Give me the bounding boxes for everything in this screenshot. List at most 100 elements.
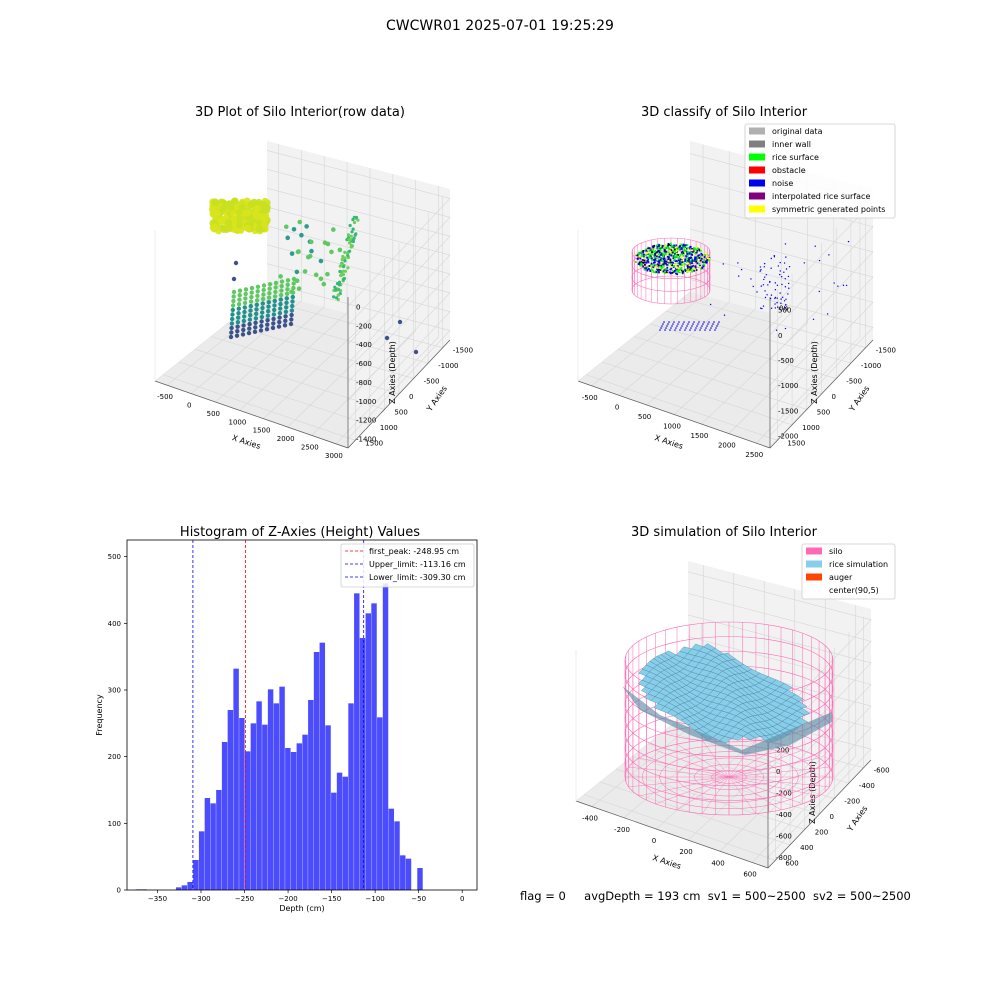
rice-point [213,209,221,217]
classified-point [653,256,656,259]
wall-point [247,326,252,331]
x-tick-label: 1000 [663,423,681,431]
noise-point [766,294,768,296]
wall-point [229,330,234,335]
rice-surface-patch [794,717,809,725]
wall-point [259,323,264,329]
histogram-bar [279,686,285,890]
legend-swatch [806,560,822,568]
classified-point [671,255,674,257]
classified-point [672,249,675,252]
classified-point [660,259,663,262]
noise-point [697,323,699,325]
noise-point [788,287,790,289]
classified-point [663,257,666,260]
classified-point [669,259,672,262]
classified-point [688,258,690,261]
wall-point-right [339,273,343,278]
wall-point-right [354,232,358,236]
wall-point-right [356,218,360,222]
legend-label: silo [829,547,843,556]
rice-point [261,206,269,214]
classified-point [645,248,648,251]
wall-point [267,286,272,291]
outlier-point [384,335,390,341]
grid-z [266,150,451,307]
figure-suptitle: CWCWR01 2025-07-01 19:25:29 [386,18,614,34]
z-tick-label: -800 [776,854,792,862]
grid-floor-y [178,361,370,426]
wall-point [290,303,295,309]
wall-point [260,305,265,311]
classified-point [698,254,701,257]
grid-floor-y [615,768,805,830]
noise-point [714,329,716,331]
rice-point [244,224,252,232]
wall-point-right [348,223,352,228]
classified-point [675,250,678,253]
noise-point [774,288,777,291]
histogram-bar [331,792,337,890]
rice-point [211,225,219,233]
classified-point [704,261,707,264]
classified-point [682,245,684,247]
classified-point [669,250,672,253]
noise-point [776,302,778,304]
chart2-title: 3D classify of Silo Interior [641,105,808,120]
classified-point [680,243,683,246]
legend-frame [340,543,475,588]
wall-point [273,285,278,290]
rice-point [217,217,225,225]
silo-floor-spoke [701,776,730,814]
classified-point [683,248,686,251]
classified-point [695,269,698,271]
classified-point [702,257,704,260]
classified-point [680,247,683,249]
histogram-bar [302,734,308,890]
classified-point [670,261,673,264]
noise-point [698,321,700,323]
classified-point [648,253,650,256]
y-tick-label: 300 [108,687,121,695]
silo-floor-spoke [728,776,757,814]
noise-point [752,285,754,288]
wall-point-right [345,251,350,255]
silo-floor-spoke [728,776,782,811]
noise-point [774,297,776,300]
scatter-point [307,253,313,259]
x-axis-line [154,380,349,449]
silo-floor-spoke [676,776,730,811]
wall-point [248,303,253,309]
classified-point [676,255,678,258]
classified-point [672,246,675,249]
noise-point [717,323,719,325]
scatter-point [304,224,309,229]
classified-point [667,256,670,258]
y-axis-label: Y Axies [847,384,872,414]
scatter-point [289,289,294,295]
classified-point [673,256,676,259]
classified-point [684,260,687,262]
grid-floor-y [601,361,793,426]
y-tick-label: -600 [874,767,890,775]
classified-point [671,271,674,274]
classified-point [682,257,685,260]
histogram-bar [193,860,199,890]
y-axis-label: Y Axies [845,804,870,834]
wall-point [235,329,240,334]
classified-point [649,270,652,272]
classified-point [638,255,641,258]
classified-point [697,255,700,257]
x-tick-label: 1500 [691,432,709,440]
wall-point [266,295,272,300]
z-tick-label: 0 [778,332,782,340]
legend-swatch [749,179,765,187]
noise-point [837,285,839,287]
wall-point [284,291,290,296]
footer-status: flag = 0 avgDepth = 193 cm sv1 = 500~250… [520,889,911,903]
classified-point [689,251,692,254]
noise-point [775,329,778,331]
classified-point [654,258,657,261]
rice-point [220,205,228,213]
